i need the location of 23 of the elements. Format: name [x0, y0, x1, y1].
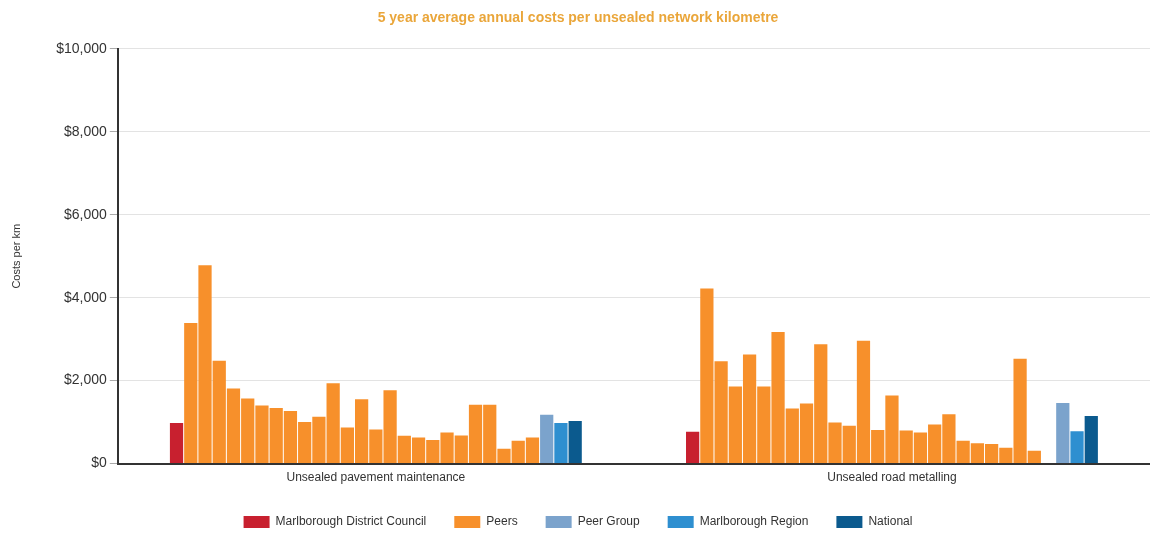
y-tick-label: $6,000: [63, 205, 108, 222]
bar: [554, 422, 568, 464]
bar: [568, 420, 582, 464]
legend-label: National: [868, 514, 913, 529]
legend-label: Peers: [486, 514, 518, 529]
y-tick-label: $0: [91, 454, 108, 471]
y-tick-label: $10,000: [56, 39, 108, 56]
bar: [686, 431, 700, 464]
bar: [1084, 415, 1098, 464]
bar: [1070, 431, 1084, 464]
legend-label: Marlborough Region: [699, 514, 809, 529]
legend-label: Marlborough District Council: [275, 514, 427, 529]
x-tick-label: Unsealed pavement maintenance: [286, 470, 466, 485]
bar: [1056, 403, 1070, 464]
y-axis-title: Costs per km: [9, 223, 22, 289]
chart-title: 5 year average annual costs per unsealed network kilometre: [377, 9, 779, 26]
y-tick-label: $8,000: [63, 122, 108, 139]
x-tick-label: Unsealed road metalling: [827, 470, 957, 485]
legend-label: Peer Group: [577, 514, 640, 529]
bar: [169, 422, 184, 464]
y-tick-label: $4,000: [63, 288, 108, 305]
y-tick-label: $2,000: [63, 371, 108, 388]
bar: [540, 414, 554, 464]
